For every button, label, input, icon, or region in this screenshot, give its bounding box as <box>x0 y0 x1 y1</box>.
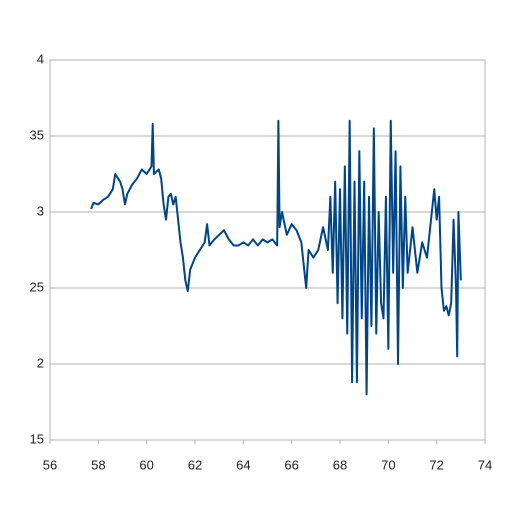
x-tick-label: 64 <box>236 457 250 472</box>
x-tick-label: 56 <box>43 457 57 472</box>
x-tick-label: 70 <box>381 457 395 472</box>
data-line <box>90 119 462 396</box>
y-tick-label: 4 <box>37 51 44 66</box>
y-tick-label: 3 <box>37 203 44 218</box>
x-tick-label: 68 <box>333 457 347 472</box>
x-tick-label: 66 <box>284 457 298 472</box>
plot-frame <box>49 59 486 441</box>
y-tick-label: 35 <box>30 127 44 142</box>
x-tick-label: 62 <box>188 457 202 472</box>
x-tick-label: 74 <box>478 457 492 472</box>
y-tick-label: 15 <box>30 431 44 446</box>
y-tick-label: 25 <box>30 279 44 294</box>
y-tick-label: 2 <box>37 355 44 370</box>
x-tick-label: 58 <box>91 457 105 472</box>
x-tick-label: 72 <box>429 457 443 472</box>
x-tick-label: 60 <box>139 457 153 472</box>
